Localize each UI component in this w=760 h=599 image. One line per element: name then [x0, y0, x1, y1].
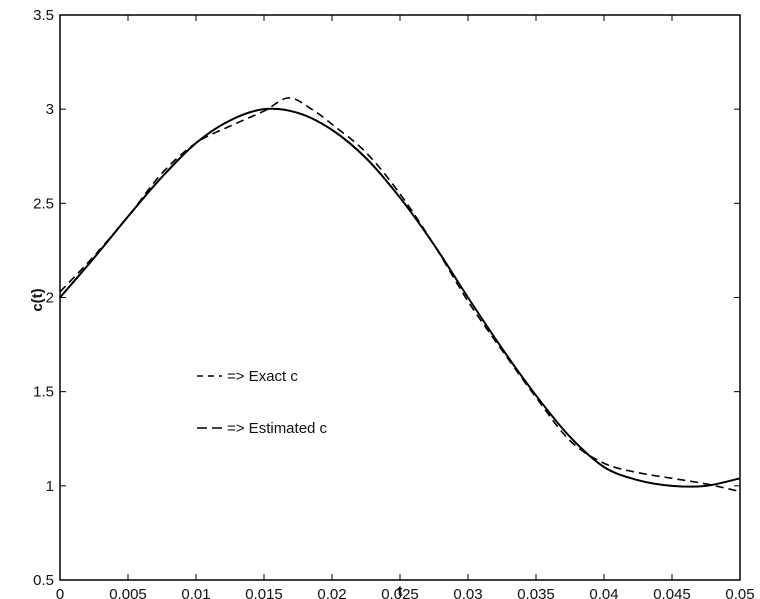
- y-tick-label: 3: [46, 101, 54, 118]
- x-tick-label: 0.015: [245, 586, 283, 599]
- x-tick-label: 0.01: [181, 586, 210, 599]
- x-tick-label: 0.03: [453, 586, 482, 599]
- x-tick-label: 0.04: [589, 586, 618, 599]
- legend-label-exact: => Exact c: [227, 368, 298, 385]
- plot-frame: [59, 14, 741, 581]
- legend-label-estimated: => Estimated c: [227, 420, 328, 437]
- series-layer: [59, 97, 741, 493]
- y-tick-label: 0.5: [33, 572, 54, 589]
- x-axis-ticks: 0 0.005 0.01 0.015 0.02 0.025 0.03 0.035 0.04 0.0…: [56, 15, 755, 599]
- y-tick-label: 2.5: [33, 195, 54, 212]
- x-tick-label: 0.05: [725, 586, 754, 599]
- series-line-dashed: [59, 97, 741, 493]
- x-tick-label: 0.005: [109, 586, 147, 599]
- y-tick-label: 1: [46, 478, 54, 495]
- y-tick-label: 1.5: [33, 384, 54, 401]
- x-tick-label: 0.045: [653, 586, 691, 599]
- y-tick-label: 3.5: [33, 7, 54, 24]
- legend: => Exact c => Estimated c: [197, 368, 328, 437]
- series-line-solid: [59, 107, 741, 488]
- x-axis-label: t: [398, 583, 403, 599]
- y-axis-label: c(t): [29, 288, 46, 311]
- y-axis-ticks: 0.5 1 1.5 2 2.5 3 3.5: [33, 7, 740, 589]
- x-tick-label: 0.02: [317, 586, 346, 599]
- x-tick-label: 0: [56, 586, 64, 599]
- x-tick-label: 0.035: [517, 586, 555, 599]
- y-tick-label: 2: [46, 290, 54, 307]
- x-tick-label: 0.025: [381, 586, 419, 599]
